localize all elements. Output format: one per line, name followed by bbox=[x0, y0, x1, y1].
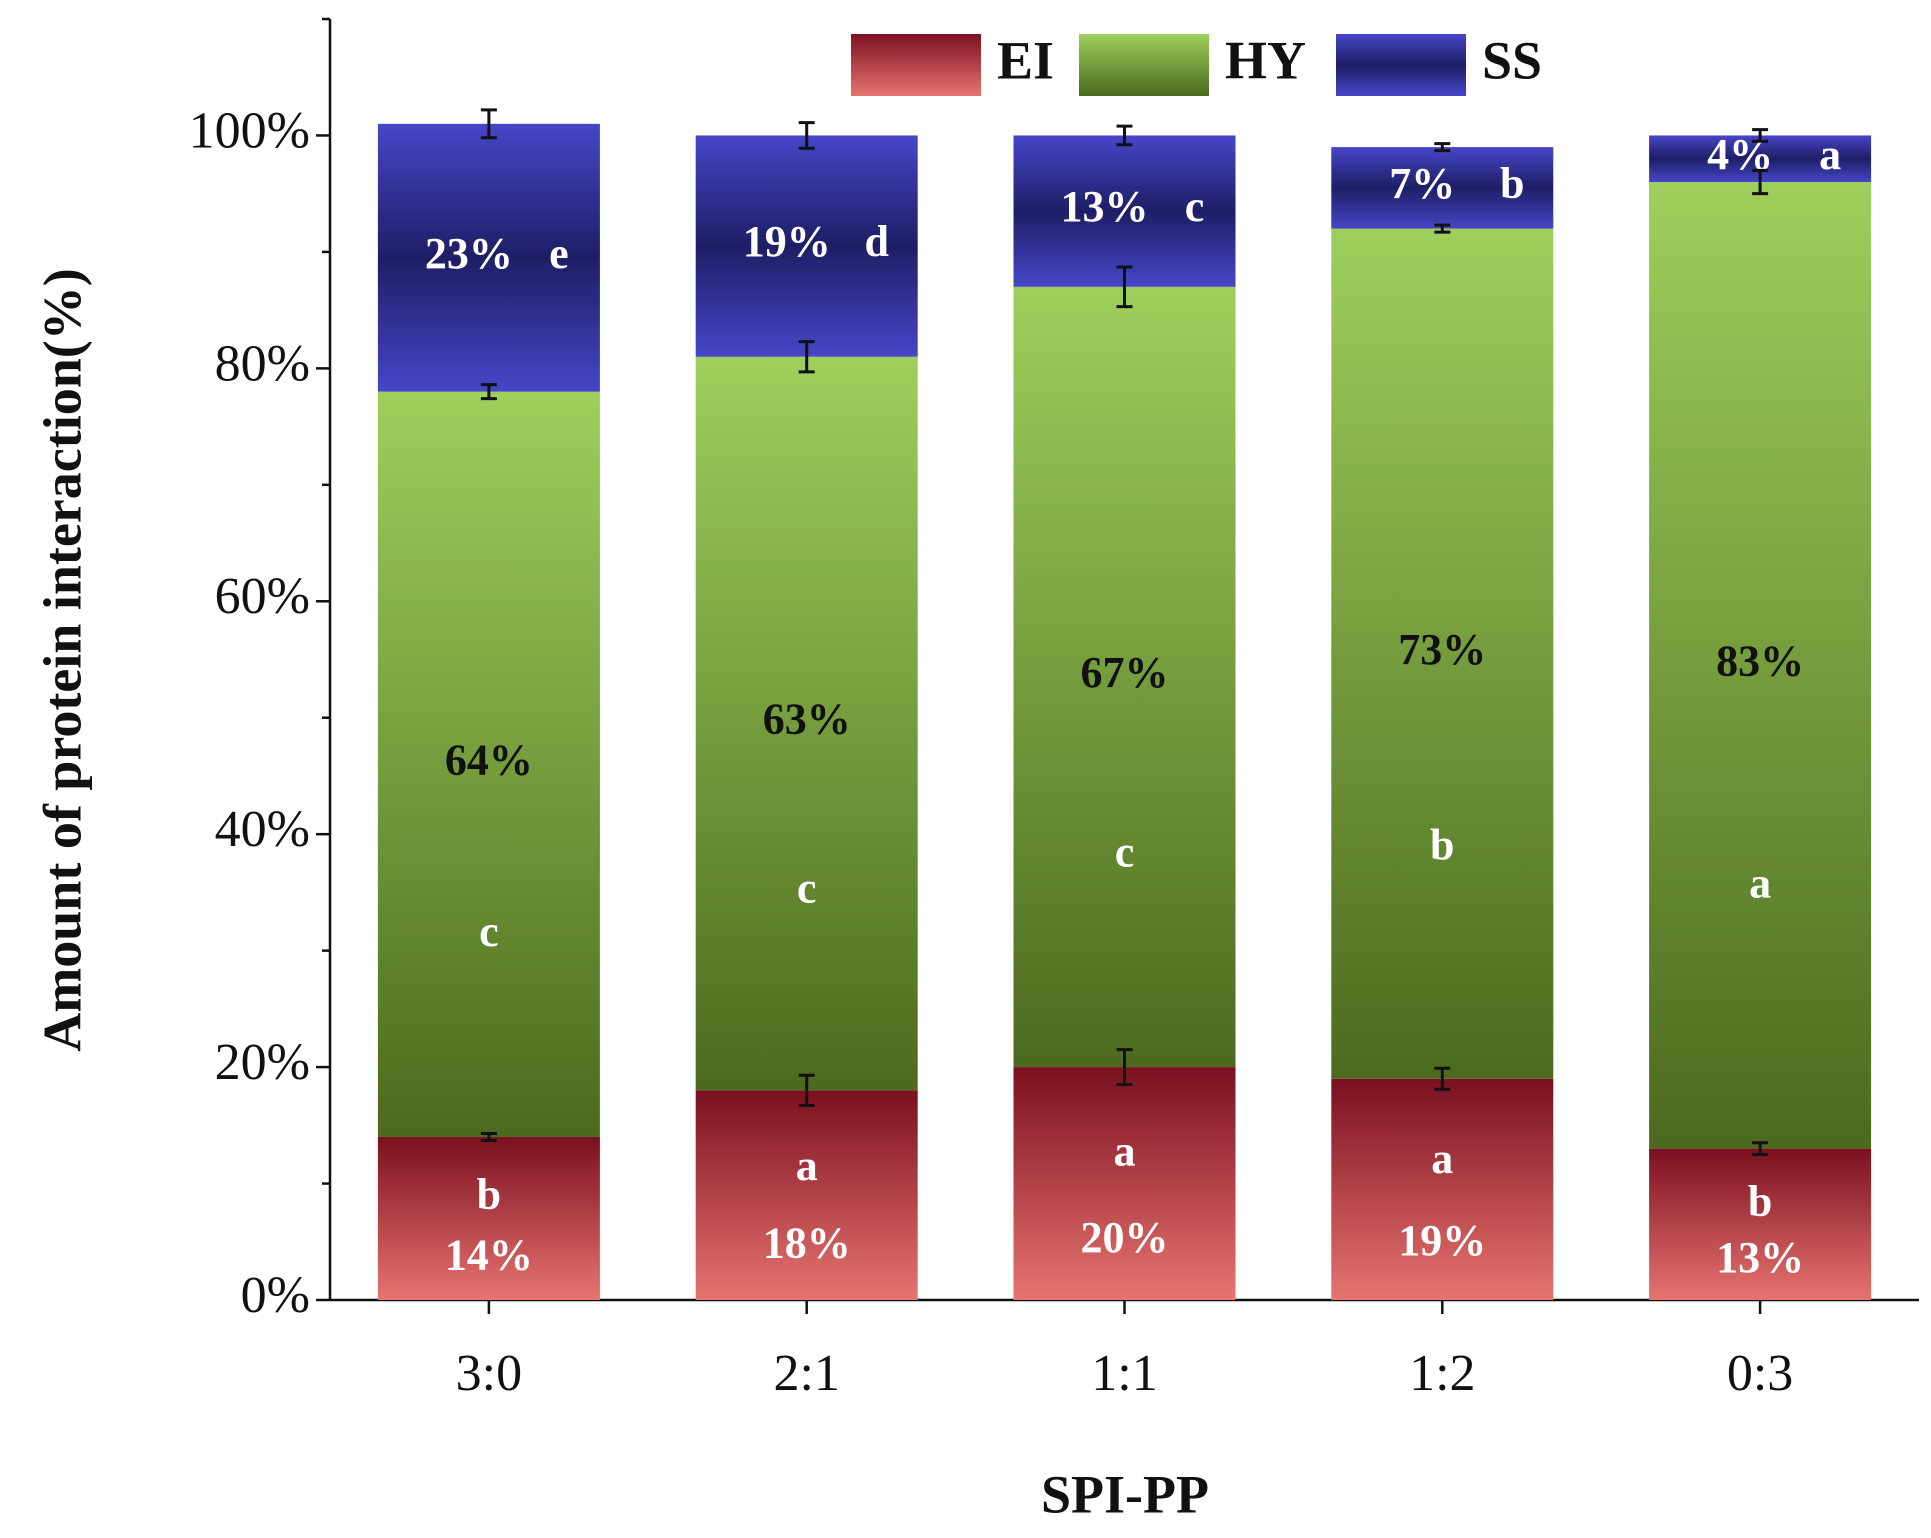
error-bar bbox=[1116, 265, 1133, 309]
bar-segment bbox=[1649, 182, 1872, 1149]
value-label: 64% bbox=[445, 735, 533, 784]
significance-letter: b bbox=[477, 1170, 501, 1219]
bar-segment bbox=[1013, 135, 1236, 287]
error-bar bbox=[1116, 1048, 1133, 1087]
x-tick-label: 2:1 bbox=[773, 1345, 839, 1402]
significance-letter: b bbox=[1430, 820, 1454, 869]
value-label: 63% bbox=[763, 695, 851, 744]
significance-letter: c bbox=[797, 863, 817, 912]
value-label: 13% bbox=[1716, 1233, 1804, 1282]
error-bar bbox=[1752, 128, 1769, 143]
y-tick-label: 0% bbox=[241, 1267, 310, 1324]
significance-letter: c bbox=[1185, 182, 1205, 231]
value-label: 19% bbox=[743, 217, 831, 266]
bar-segment bbox=[377, 1136, 600, 1300]
bar-segment bbox=[1331, 147, 1554, 229]
error-bar bbox=[1434, 1066, 1451, 1091]
value-label: 23% bbox=[425, 229, 513, 278]
value-label: 19% bbox=[1398, 1216, 1486, 1265]
x-tick-label: 1:1 bbox=[1091, 1345, 1157, 1402]
legend-label: SS bbox=[1482, 30, 1542, 90]
x-tick-label: 0:3 bbox=[1727, 1345, 1793, 1402]
bar-segment bbox=[1331, 1078, 1554, 1300]
value-label: 14% bbox=[445, 1230, 533, 1279]
value-label: 13% bbox=[1061, 182, 1149, 231]
error-bar bbox=[1752, 1141, 1769, 1156]
error-bar bbox=[1752, 168, 1769, 196]
y-tick-label: 40% bbox=[215, 801, 310, 858]
y-tick-label: 60% bbox=[215, 568, 310, 625]
value-label: 7% bbox=[1389, 159, 1455, 208]
y-tick-label: 20% bbox=[215, 1034, 310, 1091]
significance-letter: c bbox=[479, 907, 499, 956]
y-axis-title: Amount of protein interaction(%) bbox=[32, 268, 92, 1051]
error-bar bbox=[1116, 124, 1133, 147]
value-label: 83% bbox=[1716, 636, 1804, 685]
error-bar bbox=[480, 108, 497, 140]
x-tick-label: 1:2 bbox=[1409, 1345, 1475, 1402]
legend-swatch bbox=[1079, 34, 1209, 96]
error-bar bbox=[1434, 142, 1451, 153]
significance-letter: a bbox=[1431, 1134, 1453, 1183]
error-bar bbox=[798, 121, 815, 150]
significance-letter: b bbox=[1500, 159, 1524, 208]
value-label: 73% bbox=[1398, 625, 1486, 674]
significance-letter: a bbox=[1819, 130, 1841, 179]
value-label: 18% bbox=[763, 1219, 851, 1268]
legend-label: EI bbox=[997, 30, 1054, 90]
legend-label: HY bbox=[1225, 30, 1306, 90]
significance-letter: a bbox=[1749, 859, 1771, 908]
significance-letter: a bbox=[796, 1141, 818, 1190]
value-label: 20% bbox=[1081, 1213, 1169, 1262]
x-tick-label: 3:0 bbox=[456, 1345, 522, 1402]
bar-segment bbox=[695, 135, 918, 357]
legend-swatch bbox=[851, 34, 981, 96]
error-bar bbox=[480, 383, 497, 401]
bar-segment bbox=[377, 391, 600, 1137]
y-tick-label: 80% bbox=[215, 335, 310, 392]
bar-segment bbox=[1013, 286, 1236, 1068]
y-tick-label: 100% bbox=[189, 102, 310, 159]
bar-segment bbox=[377, 123, 600, 392]
significance-letter: d bbox=[864, 217, 888, 266]
x-axis-title: SPI-PP bbox=[1041, 1464, 1209, 1524]
bar-segment bbox=[695, 356, 918, 1091]
bar-segment bbox=[1013, 1067, 1236, 1300]
error-bar bbox=[480, 1131, 497, 1142]
legend-swatch bbox=[1336, 34, 1466, 96]
bar-segment bbox=[695, 1090, 918, 1300]
value-label: 67% bbox=[1081, 648, 1169, 697]
error-bar bbox=[1434, 223, 1451, 234]
significance-letter: c bbox=[1115, 828, 1135, 877]
significance-letter: a bbox=[1114, 1127, 1136, 1176]
error-bar bbox=[798, 340, 815, 374]
significance-letter: e bbox=[549, 229, 569, 278]
error-bar bbox=[798, 1073, 815, 1108]
significance-letter: b bbox=[1748, 1177, 1772, 1226]
bar-segment bbox=[1649, 1148, 1872, 1300]
bar-segment bbox=[1331, 228, 1554, 1079]
